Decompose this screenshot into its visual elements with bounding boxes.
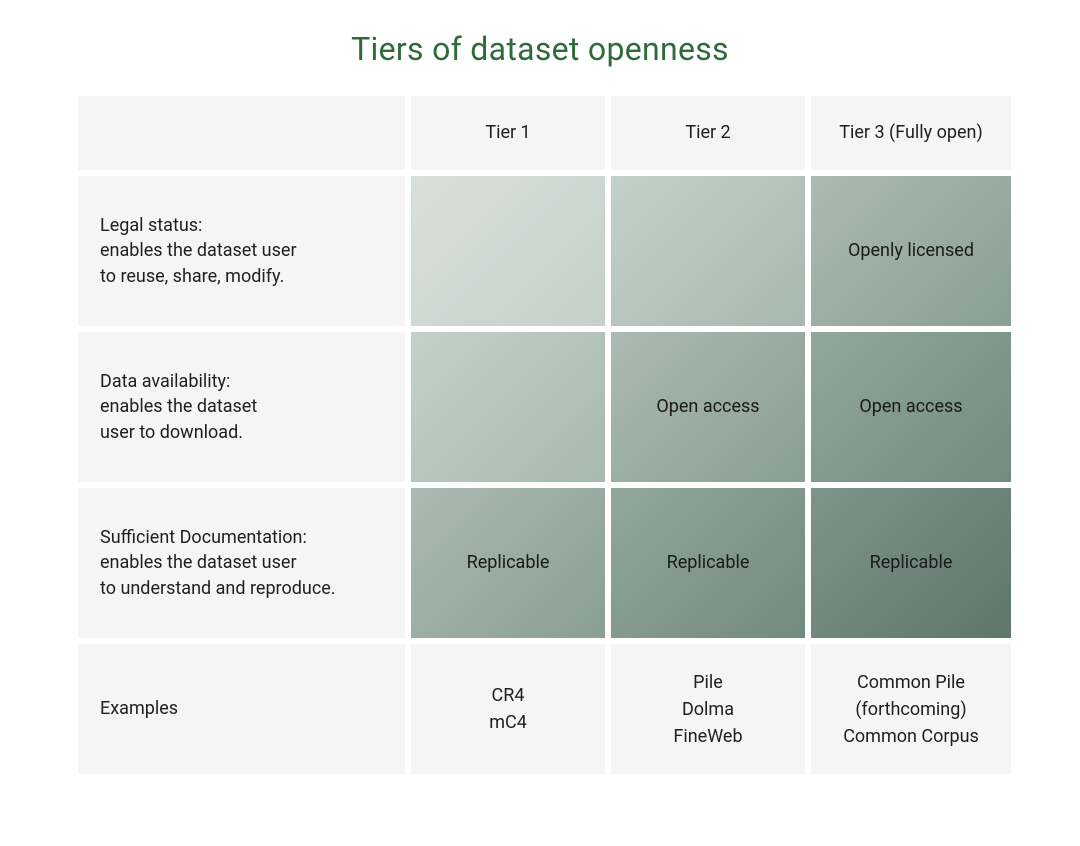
page-title: Tiers of dataset openness bbox=[78, 30, 1002, 68]
row-label-availability: Data availability: enables the dataset u… bbox=[78, 332, 405, 482]
cell-legal-tier2 bbox=[611, 176, 805, 326]
header-tier3: Tier 3 (Fully open) bbox=[811, 96, 1011, 170]
row-label-examples: Examples bbox=[78, 644, 405, 774]
row-label-legal: Legal status: enables the dataset user t… bbox=[78, 176, 405, 326]
header-tier2: Tier 2 bbox=[611, 96, 805, 170]
cell-availability-tier3: Open access bbox=[811, 332, 1011, 482]
cell-examples-tier3: Common Pile (forthcoming) Common Corpus bbox=[811, 644, 1011, 774]
openness-grid: Tier 1 Tier 2 Tier 3 (Fully open) Legal … bbox=[78, 96, 1002, 774]
cell-documentation-tier2: Replicable bbox=[611, 488, 805, 638]
cell-documentation-tier3: Replicable bbox=[811, 488, 1011, 638]
cell-legal-tier3: Openly licensed bbox=[811, 176, 1011, 326]
row-label-documentation: Sufficient Documentation: enables the da… bbox=[78, 488, 405, 638]
cell-documentation-tier1: Replicable bbox=[411, 488, 605, 638]
cell-examples-tier1: CR4 mC4 bbox=[411, 644, 605, 774]
header-tier1: Tier 1 bbox=[411, 96, 605, 170]
header-blank bbox=[78, 96, 405, 170]
cell-availability-tier2: Open access bbox=[611, 332, 805, 482]
cell-availability-tier1 bbox=[411, 332, 605, 482]
cell-legal-tier1 bbox=[411, 176, 605, 326]
cell-examples-tier2: Pile Dolma FineWeb bbox=[611, 644, 805, 774]
